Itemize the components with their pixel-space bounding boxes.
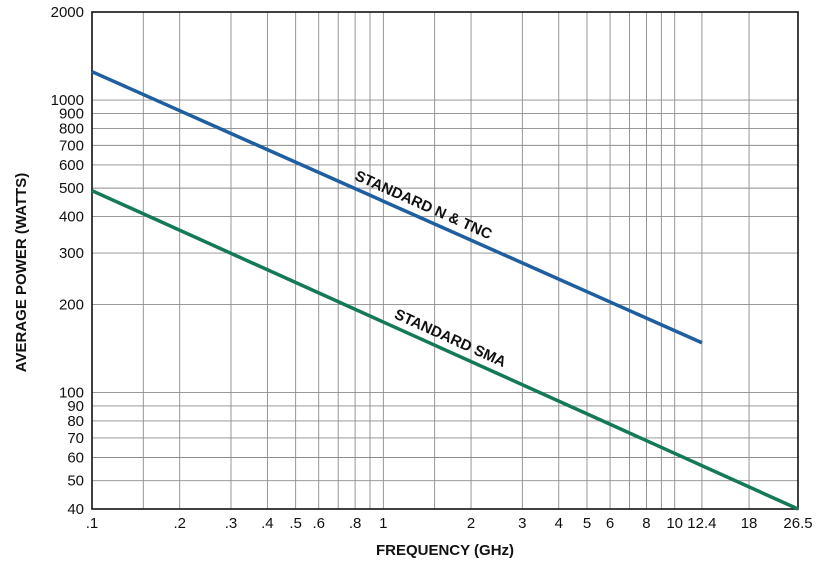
- gridlines: [91, 11, 799, 510]
- x-tick-label: .4: [261, 515, 274, 532]
- y-tick-label: 70: [67, 430, 84, 447]
- y-tick-label: 400: [59, 208, 84, 225]
- plot-frame: [91, 11, 799, 510]
- y-tick-label: 500: [59, 180, 84, 197]
- x-tick-label: 4: [555, 515, 563, 532]
- x-tick-label: 8: [642, 515, 650, 532]
- x-tick-label: 10: [666, 515, 683, 532]
- series-lines: STANDARD N & TNC STANDARD SMA: [91, 70, 799, 511]
- x-tick-label: 6: [606, 515, 614, 532]
- series-line: [91, 189, 799, 511]
- x-tick-label: .3: [225, 515, 238, 532]
- y-tick-label: 600: [59, 157, 84, 174]
- y-tick-label: 300: [59, 245, 84, 262]
- x-tick-label: .1: [86, 515, 99, 532]
- x-tick-label: .8: [349, 515, 362, 532]
- x-tick-labels: .1 .2 .3 .4 .5 .6 .8 1 2 3 4 5 6 8 10 12.4 18 26.5: [86, 515, 813, 532]
- y-tick-label: 60: [67, 449, 84, 466]
- y-tick-label: 100: [59, 385, 84, 402]
- series-line: [91, 70, 703, 345]
- x-tick-label: 2: [467, 515, 475, 532]
- x-tick-label: 3: [518, 515, 526, 532]
- y-tick-label: 1000: [51, 92, 84, 109]
- series-label: STANDARD SMA: [392, 306, 509, 371]
- y-tick-label: 900: [59, 105, 84, 122]
- x-tick-label: 18: [741, 515, 758, 532]
- x-tick-label: .2: [173, 515, 186, 532]
- x-tick-label: .6: [312, 515, 325, 532]
- y-tick-label: 40: [67, 501, 84, 518]
- x-tick-label: 12.4: [687, 515, 716, 532]
- y-axis-label: AVERAGE POWER (WATTS): [13, 173, 30, 372]
- x-tick-label: .5: [289, 515, 302, 532]
- y-tick-label: 800: [59, 120, 84, 137]
- y-tick-label: 50: [67, 473, 84, 490]
- x-tick-label: 26.5: [783, 515, 812, 532]
- x-tick-label: 1: [379, 515, 387, 532]
- y-tick-label: 200: [59, 297, 84, 314]
- y-tick-label: 700: [59, 137, 84, 154]
- x-axis-label: FREQUENCY (GHz): [376, 542, 514, 559]
- series-label: STANDARD N & TNC: [352, 167, 494, 243]
- y-tick-label: 90: [67, 398, 84, 415]
- y-tick-label: 80: [67, 413, 84, 430]
- y-tick-label: 2000: [51, 4, 84, 21]
- x-tick-label: 5: [583, 515, 591, 532]
